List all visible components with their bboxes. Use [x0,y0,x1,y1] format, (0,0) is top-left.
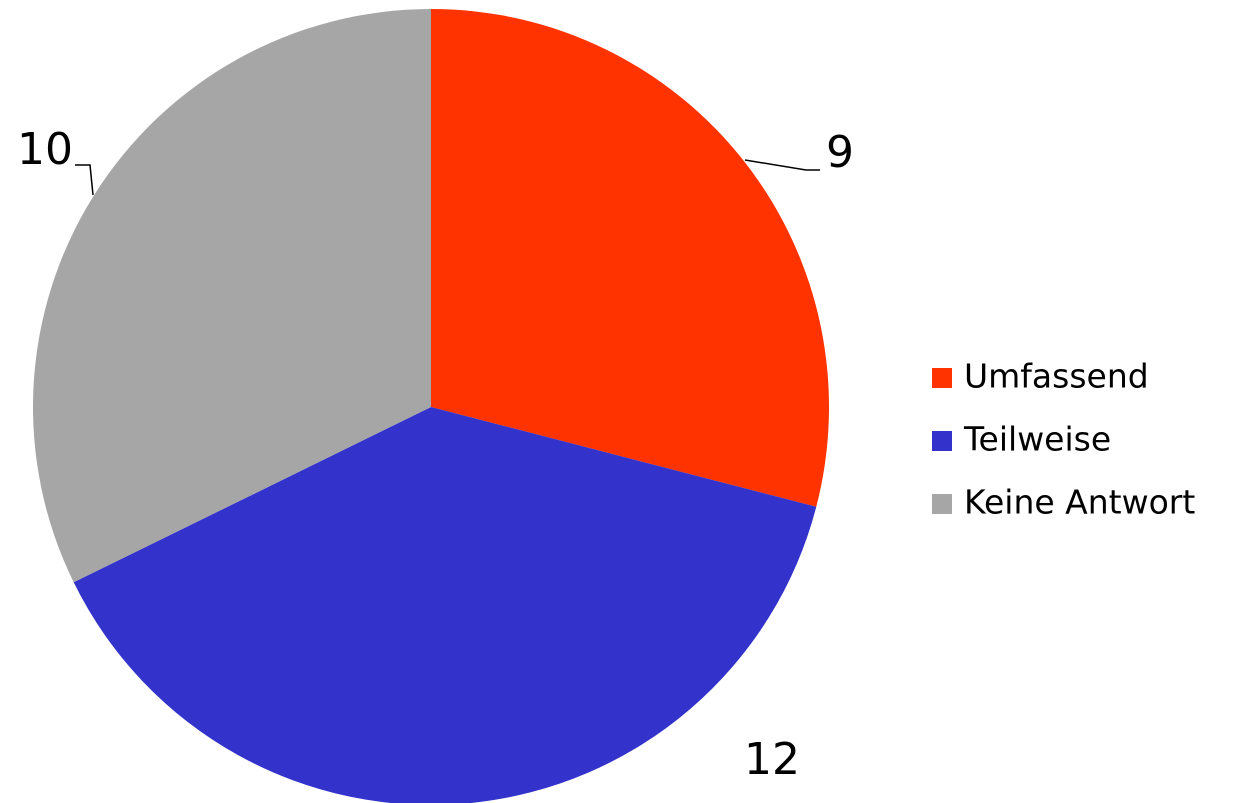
pie-slice [73,407,817,803]
legend-swatch [932,431,952,451]
leader-line [75,164,94,196]
data-label: 10 [17,124,73,175]
pie-slice [32,9,431,583]
legend-label: Umfassend [964,357,1149,396]
data-label: 9 [826,127,854,178]
pie-slice [431,9,829,507]
leader-line [744,159,820,171]
legend-label: Keine Antwort [964,483,1195,522]
legend-label: Teilweise [963,420,1111,459]
legend-swatch [932,368,952,388]
data-label: 12 [744,734,800,785]
legend-swatch [932,494,952,514]
